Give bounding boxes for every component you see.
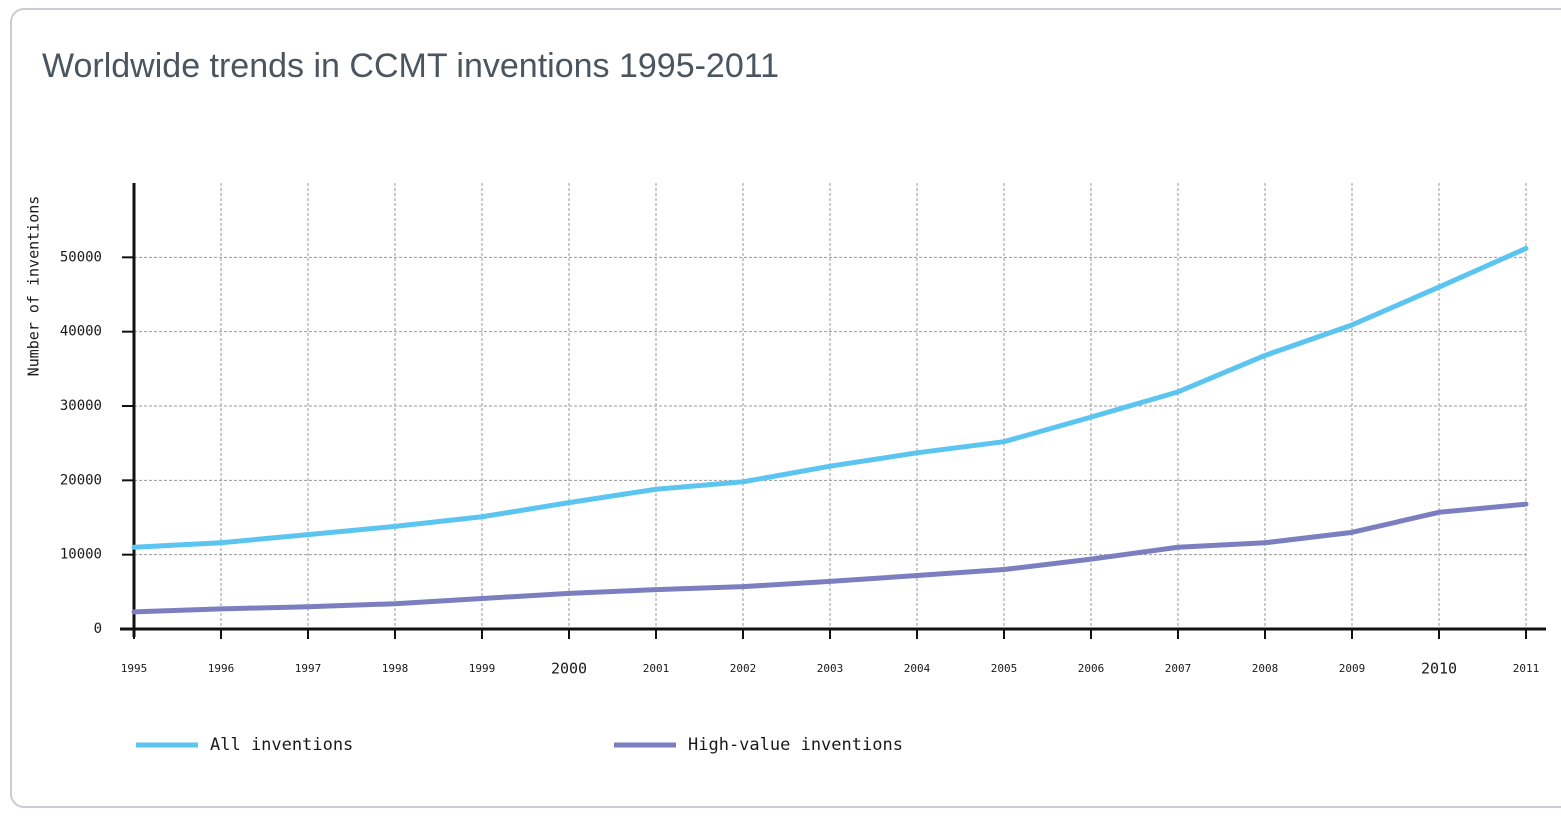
- legend-label: High-value inventions: [688, 735, 903, 755]
- x-tick-label: 2005: [991, 662, 1018, 675]
- x-tick-label: 1999: [469, 662, 496, 675]
- y-axis-label: Number of inventions: [25, 196, 43, 377]
- y-tick-label: 20000: [60, 472, 102, 488]
- x-tick-label: 1997: [295, 662, 322, 675]
- y-tick-label: 0: [94, 621, 102, 637]
- y-tick-label: 30000: [60, 398, 102, 414]
- x-tick-label: 1995: [121, 662, 148, 675]
- card: [10, 8, 1561, 808]
- x-tick-label: 2010: [1421, 660, 1457, 678]
- legend-label: All inventions: [210, 735, 353, 755]
- y-tick-label: 10000: [60, 547, 102, 563]
- x-tick-label: 2011: [1513, 662, 1540, 675]
- x-tick-label: 2003: [817, 662, 844, 675]
- series-line: [131, 501, 1529, 615]
- chart-title: Worldwide trends in CCMT inventions 1995…: [42, 47, 779, 85]
- x-tick-label: 2008: [1252, 662, 1279, 675]
- series-line: [131, 245, 1529, 550]
- x-tick-label: 1998: [382, 662, 409, 675]
- x-tick-label: 1996: [208, 662, 235, 675]
- y-tick-label: 50000: [60, 249, 102, 265]
- x-tick-label: 2002: [730, 662, 757, 675]
- x-tick-label: 2000: [551, 660, 587, 678]
- x-tick-label: 2006: [1078, 662, 1105, 675]
- x-tick-label: 2007: [1165, 662, 1192, 675]
- x-tick-label: 2009: [1339, 662, 1366, 675]
- y-tick-label: 40000: [60, 324, 102, 340]
- x-tick-label: 2001: [643, 662, 670, 675]
- x-tick-label: 2004: [904, 662, 931, 675]
